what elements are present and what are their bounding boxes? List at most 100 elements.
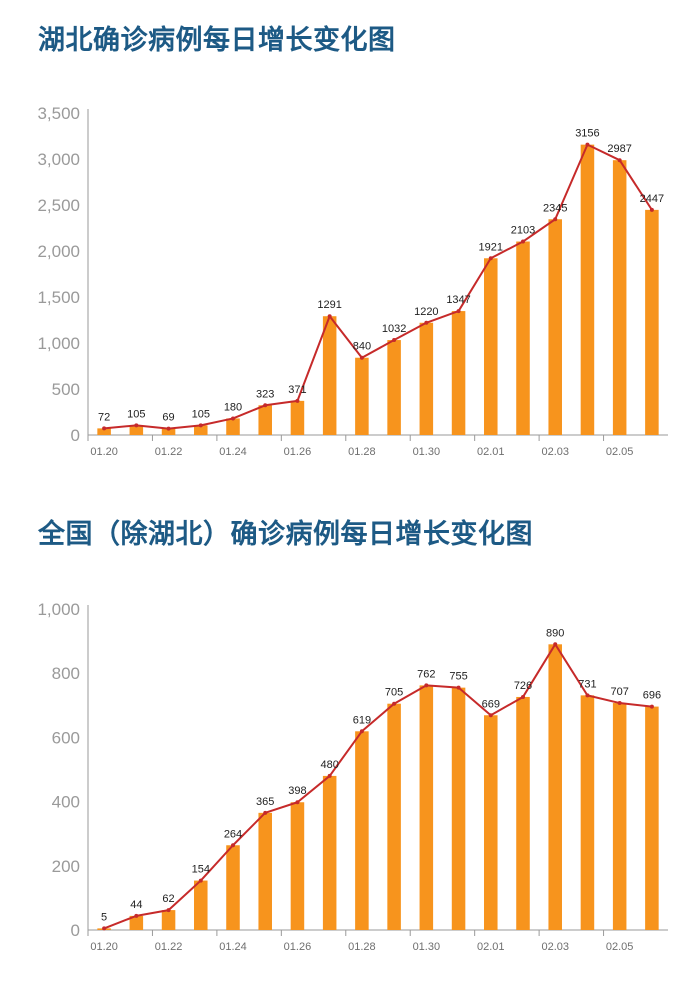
data-label: 696 [643,690,661,702]
x-tick-label: 01.28 [348,941,376,953]
x-tick-label: 02.03 [541,941,569,953]
data-label: 669 [482,698,500,710]
x-tick-label: 01.22 [155,941,183,953]
bar [322,316,337,435]
data-label: 5 [101,911,107,923]
x-tick-label: 02.03 [541,446,569,458]
trend-point [198,878,203,883]
y-tick-label: 600 [52,728,80,747]
data-label: 707 [610,686,628,698]
x-tick-label: 01.20 [90,941,118,953]
trend-point [295,398,300,403]
chart-title-national: 全国（除湖北）确诊病例每日增长变化图 [38,519,533,550]
data-label: 890 [546,627,564,639]
y-tick-label: 3,500 [37,104,80,123]
bar [516,696,530,930]
bar [612,703,627,930]
data-label: 398 [288,785,306,797]
bar [451,687,466,930]
data-label: 72 [98,411,110,423]
bar [226,418,240,435]
trend-line [103,643,652,930]
data-label: 705 [385,687,403,699]
bar [322,775,337,930]
trend-point [424,320,429,325]
x-tick-label: 01.30 [413,446,441,458]
trend-point [198,423,203,428]
trend-point [102,426,107,431]
data-label: 840 [353,341,371,353]
bar [419,322,434,435]
data-label: 371 [288,384,306,396]
x-tick-label: 01.20 [90,446,118,458]
data-label: 69 [162,412,174,424]
bar [387,340,401,435]
trend-point [327,773,332,778]
bar [548,644,562,930]
bar [194,425,208,435]
trend-point [134,913,139,918]
data-label: 1220 [414,306,438,318]
x-tick-label: 01.30 [413,941,441,953]
bar [290,400,305,435]
x-tick-label: 02.01 [477,941,505,953]
data-label: 1347 [446,294,470,306]
data-label: 480 [320,759,338,771]
chart-title-hubei: 湖北确诊病例每日增长变化图 [38,25,396,56]
y-tick-label: 200 [52,857,80,876]
data-label: 755 [449,671,467,683]
hubei-daily-chart: 0 500 1,000 1,500 2,000 2,500 3,000 3,500 72 105 6… [37,104,668,458]
bar [129,915,144,930]
x-tick-label: 01.26 [284,446,312,458]
trend-point [359,729,364,734]
bar [161,910,176,930]
bar [387,703,401,930]
data-label: 731 [578,678,596,690]
bar [97,428,111,435]
trend-point [263,810,268,815]
data-label: 264 [224,828,242,840]
data-label: 1921 [479,241,503,253]
data-label: 105 [127,408,145,420]
y-tick-label: 0 [71,426,80,445]
bar [129,425,144,435]
x-tick-label: 02.01 [477,446,505,458]
data-label: 180 [224,401,242,413]
bar [258,812,272,930]
x-tick-label: 01.22 [155,446,183,458]
trend-point [521,694,525,699]
trend-point [231,843,235,848]
data-label: 105 [192,408,210,420]
trend-point [617,158,622,163]
trend-point [166,908,171,913]
trend-point [456,309,461,314]
data-label: 619 [353,714,371,726]
data-label: 2345 [543,202,567,214]
y-tick-label: 500 [52,380,80,399]
trend-point [649,207,654,212]
bar [419,685,434,930]
bar [484,715,498,930]
trend-point [166,426,171,431]
bar [355,731,369,930]
y-tick-label: 800 [52,664,80,683]
x-tick-label: 01.24 [219,941,247,953]
data-label: 3156 [575,128,599,140]
y-tick-label: 0 [71,921,80,940]
national-daily-chart: 0 200 400 600 800 1,000 5 44 62 154 264 365 398 480 61… [37,600,668,953]
y-tick-label: 1,500 [37,288,80,307]
bar [548,219,562,435]
trend-point [327,314,332,319]
data-label: 62 [162,893,174,905]
data-label: 154 [192,864,210,876]
data-label: 2987 [607,143,631,155]
x-tick-label: 02.05 [606,941,634,953]
bar [645,209,659,435]
x-tick-label: 01.26 [284,941,312,953]
trend-point [231,416,235,421]
data-label: 323 [256,388,274,400]
bar [516,241,530,435]
bar [580,144,595,435]
data-label: 2447 [640,193,664,205]
bar [258,405,272,435]
